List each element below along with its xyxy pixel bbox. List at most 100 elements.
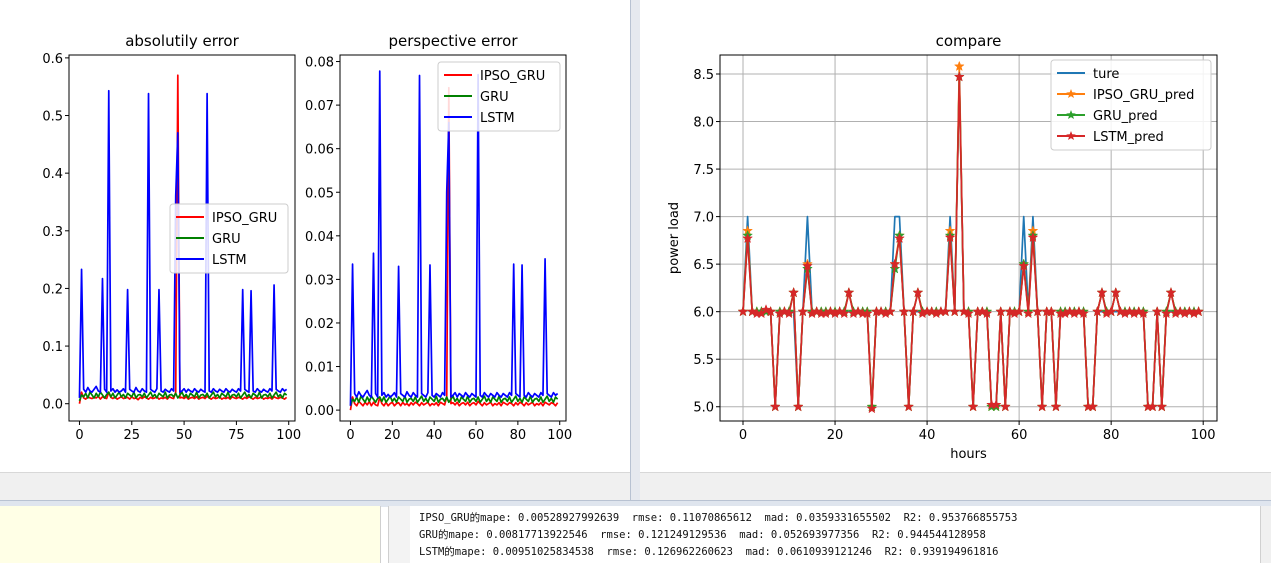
- y-tick-label: 0.1: [42, 340, 63, 355]
- y-tick-label: 5.5: [693, 353, 714, 368]
- data-point-LSTM_pred: [1036, 401, 1048, 412]
- data-point-LSTM_pred: [958, 305, 970, 317]
- data-point-LSTM_pred: [797, 305, 809, 317]
- data-point-LSTM_pred: [898, 305, 910, 317]
- series-line-GRU: [349, 395, 559, 407]
- figure-toolbar-right: [640, 472, 1271, 501]
- data-point-LSTM_pred: [963, 307, 974, 319]
- x-axis-label: hours: [950, 447, 987, 462]
- data-point-LSTM_pred: [866, 402, 878, 414]
- data-point-LSTM_pred: [825, 305, 836, 317]
- data-point-LSTM_pred: [944, 231, 956, 243]
- data-point-LSTM_pred: [1133, 305, 1145, 317]
- data-point-LSTM_pred: [852, 305, 864, 317]
- x-tick-label: 20: [384, 428, 401, 443]
- data-point-LSTM_pred: [1073, 305, 1085, 317]
- console-line-ipso-gru: IPSO_GRU的mape: 0.00528927992639 rmse: 0.…: [419, 512, 1018, 524]
- data-point-LSTM_pred: [1114, 305, 1126, 317]
- data-point-LSTM_pred: [999, 401, 1011, 412]
- data-point-LSTM_pred: [737, 305, 749, 317]
- figure-window-compare: compare 0 20 40 60 80 100 5.0 5.5 6.0 6.5 7.0 7.5 8.0…: [640, 0, 1271, 500]
- chart-perspective-error: perspective error 0 20 40 60 80 100 0.00 0.01 0.0…: [305, 32, 572, 443]
- y-tick-label: 0.00: [305, 404, 334, 419]
- legend: IPSO_GRU GRU LSTM: [437, 61, 561, 132]
- chart-title: compare: [936, 32, 1002, 50]
- compare-figure-canvas: compare 0 20 40 60 80 100 5.0 5.5 6.0 6.5 7.0 7.5 8.0…: [667, 32, 1218, 462]
- y-tick-label: 7.0: [693, 211, 714, 226]
- x-tick-label: 40: [919, 428, 936, 443]
- data-point-LSTM_pred: [1091, 305, 1103, 317]
- x-tick-label: 25: [124, 428, 141, 443]
- legend-entry-GRU_pred: GRU_pred: [1093, 109, 1158, 124]
- chart-compare: compare 0 20 40 60 80 100 5.0 5.5 6.0 6.5 7.0 7.5 8.0…: [667, 32, 1218, 462]
- y-tick-label: 0.05: [305, 186, 334, 201]
- data-point-LSTM_pred: [1027, 231, 1039, 243]
- data-point-LSTM_pred: [1174, 305, 1186, 317]
- x-tick-label: 50: [176, 428, 193, 443]
- y-tick-label: 0.6: [42, 52, 63, 67]
- editor-pane[interactable]: [0, 506, 381, 563]
- data-point-LSTM_pred: [953, 71, 965, 82]
- data-point-LSTM_pred: [976, 305, 988, 317]
- legend: IPSO_GRU GRU LSTM: [169, 203, 289, 274]
- console-line-gru: GRU的mape: 0.00817713922546 rmse: 0.12124…: [419, 529, 986, 541]
- chart-title: absolutily error: [125, 32, 239, 50]
- y-tick-label: 0.2: [42, 282, 63, 297]
- x-tick-label: 0: [739, 428, 747, 443]
- y-tick-label: 0.04: [305, 230, 334, 245]
- data-point-LSTM_pred: [765, 305, 777, 317]
- y-tick-label: 0.0: [42, 398, 63, 413]
- y-tick-label: 0.06: [305, 143, 334, 158]
- data-point-LSTM_pred: [811, 305, 823, 317]
- legend-entry-IPSO_GRU_pred: IPSO_GRU_pred: [1093, 88, 1194, 103]
- data-point-LSTM_pred: [981, 307, 993, 319]
- data-point-LSTM_pred: [1078, 307, 1089, 319]
- data-point-LSTM_pred: [778, 305, 790, 317]
- data-point-LSTM_pred: [843, 286, 855, 298]
- data-point-LSTM_pred: [990, 399, 1002, 410]
- data-point-LSTM_pred: [801, 260, 813, 271]
- data-point-LSTM_pred: [792, 401, 804, 412]
- chart-title: perspective error: [389, 32, 519, 50]
- data-point-LSTM_pred: [884, 305, 896, 317]
- data-point-LSTM_pred: [912, 286, 924, 298]
- legend-entry-LSTM: LSTM: [212, 253, 247, 268]
- y-tick-label: 6.0: [693, 306, 714, 321]
- console-splitter[interactable]: [0, 500, 1271, 507]
- data-point-LSTM_pred: [1045, 305, 1057, 317]
- data-point-LSTM_pred: [1105, 305, 1117, 317]
- plot-frame: [719, 54, 1218, 422]
- x-tick-label: 0: [75, 428, 83, 443]
- console-line-lstm: LSTM的mape: 0.00951025834538 rmse: 0.1269…: [419, 546, 999, 558]
- y-axis-label: power load: [667, 202, 682, 274]
- data-point-LSTM_pred: [1022, 307, 1034, 319]
- output-console[interactable]: IPSO_GRU的mape: 0.00528927992639 rmse: 0.…: [410, 506, 1260, 563]
- x-tick-label: 80: [1103, 428, 1120, 443]
- error-figures-canvas: absolutily error 0 25 50 75 100 0.0 0.1 0.2 0.3 0.…: [42, 32, 572, 443]
- data-point-LSTM_pred: [1124, 305, 1136, 317]
- legend: ture IPSO_GRU_pred GRU_pred LSTM_pred: [1050, 59, 1212, 151]
- plot-area: [78, 74, 288, 404]
- figure-window-errors: absolutily error 0 25 50 75 100 0.0 0.1 0.2 0.3 0.…: [0, 0, 631, 500]
- data-point-LSTM_pred: [1165, 286, 1177, 298]
- legend-box: [437, 61, 561, 132]
- series-line-LSTM: [349, 70, 559, 406]
- y-tick-label: 8.5: [693, 68, 714, 83]
- data-point-LSTM_pred: [907, 305, 919, 317]
- console-scrollbar[interactable]: [1260, 506, 1271, 563]
- data-point-LSTM_pred: [746, 305, 758, 317]
- data-point-LSTM_pred: [769, 401, 781, 412]
- plot-area: [349, 70, 559, 411]
- data-point-LSTM_pred: [995, 305, 1007, 317]
- legend-entry-ture: ture: [1093, 67, 1119, 82]
- data-point-LSTM_pred: [1147, 401, 1159, 412]
- data-point-LSTM_pred: [967, 401, 979, 412]
- data-point-LSTM_pred: [760, 304, 772, 315]
- data-point-LSTM_pred: [1004, 305, 1016, 317]
- y-tick-label: 0.07: [305, 99, 334, 114]
- data-point-LSTM_pred: [1110, 286, 1122, 298]
- data-point-LSTM_pred: [1183, 305, 1195, 317]
- y-tick-label: 0.08: [305, 56, 334, 71]
- y-tick-label: 0.02: [305, 317, 334, 332]
- data-point-LSTM_pred: [1018, 260, 1030, 271]
